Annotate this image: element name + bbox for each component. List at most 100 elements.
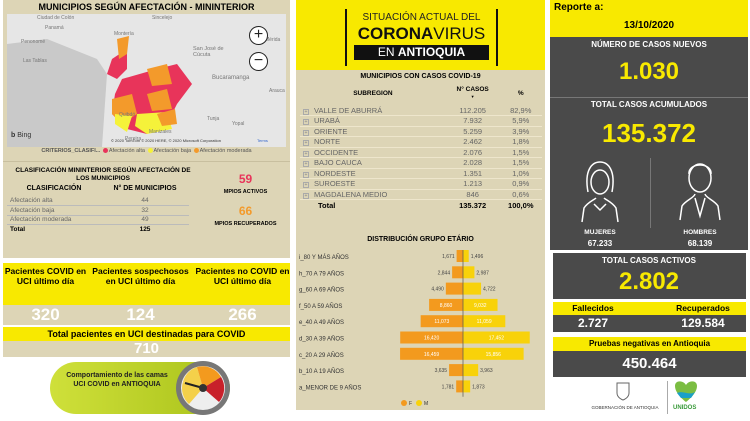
cell: Afectación alta	[7, 196, 102, 206]
category-label: b_10 A 19 AÑOS	[299, 368, 344, 375]
cell: 1,5%	[499, 157, 542, 169]
cell: Total	[10, 226, 26, 233]
data-label-male: 11,059	[477, 319, 492, 325]
map-copyright: © 2020 TomTom © 2020 HERE, © 2020 Micros…	[111, 138, 221, 143]
bing-label: Bing	[17, 132, 32, 139]
expand-icon[interactable]: +	[303, 108, 309, 115]
data-label-female: 1,781	[442, 384, 455, 390]
negative-tests-label: Pruebas negativas en Antioquia	[553, 337, 746, 351]
cell: 100,0%	[508, 200, 534, 210]
column-header-sorted[interactable]: N° CASOS ▼	[446, 84, 500, 105]
category-label: a_MENOR DE 9 AÑOS	[299, 384, 361, 391]
uci-non-covid-value: 266	[228, 305, 257, 324]
subregions-title: MUNICIPIOS CON CASOS COVID-19	[360, 73, 481, 80]
moderate-dot-icon	[193, 148, 199, 154]
cell: 112.205	[445, 105, 500, 116]
cell: + ORIENTE	[300, 126, 446, 137]
data-label-male: 2,987	[476, 270, 489, 276]
table-row: Afectación alta 44	[7, 196, 189, 206]
uci-beds-label: Comportamiento de las camas UCI COVID en…	[66, 372, 168, 388]
map-panel: MUNICIPIOS SEGÚN AFECTACIÓN - MININTERIO…	[3, 0, 290, 258]
map-label: San José de Cúcuta	[193, 46, 224, 58]
bar-female	[400, 347, 463, 360]
uci-suspected-value: 124	[126, 305, 155, 324]
data-label-female: 16,459	[424, 352, 440, 358]
bar-male	[463, 266, 475, 279]
expand-icon[interactable]: +	[303, 119, 309, 126]
category-label: d_30 A 39 AÑOS	[299, 336, 344, 343]
table-row[interactable]: + BAJO CAUCA 2.028 1,5%	[300, 157, 542, 169]
map-label: Quibdó	[119, 112, 136, 118]
data-label-female: 11,073	[434, 319, 449, 325]
category-label: i_80 Y MÁS AÑOS	[299, 254, 349, 261]
men-label: HOMBRES	[683, 229, 717, 236]
zoom-out-button[interactable]: −	[249, 52, 268, 71]
bar-male	[463, 380, 471, 393]
cell: 5.259	[445, 126, 500, 137]
category-label: e_40 A 49 AÑOS	[299, 319, 344, 326]
data-label-male: 17,452	[489, 336, 505, 342]
data-label-female: 8,860	[440, 303, 453, 309]
uci-suspected-header: Pacientes sospechosos en UCI último día	[92, 266, 189, 286]
women-label: MUJERES	[584, 229, 616, 236]
cell: 5,9%	[499, 115, 542, 127]
antioquia-coat-of-arms-icon	[616, 382, 630, 401]
table-row[interactable]: + NORTE 2.462 1,8%	[300, 136, 542, 148]
title-virus: VIRUS	[433, 24, 486, 43]
expand-icon[interactable]: +	[303, 192, 309, 199]
active-municipalities-value: 59	[238, 172, 253, 186]
deaths-value: 2.727	[577, 316, 609, 330]
data-label-female: 3,635	[435, 368, 448, 374]
cell: 1,0%	[499, 168, 542, 179]
expand-icon[interactable]: +	[303, 161, 309, 168]
terms-link[interactable]: Terms	[257, 138, 268, 143]
cell: 0,6%	[499, 189, 542, 200]
category-label: c_20 A 29 AÑOS	[299, 352, 344, 359]
title-antioquia: ANTIOQUIA	[397, 45, 466, 59]
bar-female	[452, 266, 463, 279]
cell: 2.076	[445, 147, 500, 158]
table-row[interactable]: + URABÁ 7.932 5,9%	[300, 115, 542, 127]
uci-beds-button[interactable]: Comportamiento de las camas UCI COVID en…	[50, 361, 230, 415]
bar-female	[456, 250, 463, 262]
table-row[interactable]: + OCCIDENTE 2.076 1,5%	[300, 147, 542, 158]
expand-icon[interactable]: +	[303, 182, 309, 189]
table-row[interactable]: + NORDESTE 1.351 1,0%	[300, 168, 542, 179]
map-label: Manizales	[149, 129, 172, 135]
data-label-female: 4,490	[431, 287, 444, 293]
recovered-label: Recuperados	[676, 303, 730, 313]
bing-logo-icon: b	[11, 132, 18, 139]
map-label: Yopal	[232, 121, 245, 127]
map[interactable]: Ciudad de Colón Panamá Penonomé Las Tabl…	[7, 14, 286, 147]
cell: Total	[318, 200, 336, 210]
high-dot-icon	[102, 148, 108, 154]
category-label: h_70 A 79 AÑOS	[299, 270, 344, 277]
column-header: %	[517, 89, 524, 97]
cell: + BAJO CAUCA	[300, 157, 446, 169]
uci-non-covid-header: Pacientes no COVID en UCI último día	[195, 266, 290, 286]
zoom-in-button[interactable]: +	[249, 26, 268, 45]
table-row[interactable]: + MAGDALENA MEDIO 846 0,6%	[300, 189, 542, 200]
cell: + NORDESTE	[300, 168, 446, 179]
column-header: CLASIFICACIÓN	[26, 185, 82, 192]
bar-female	[420, 315, 463, 328]
cell: 135.372	[459, 200, 487, 210]
bar-female	[429, 298, 463, 311]
expand-icon[interactable]: +	[303, 140, 309, 147]
column-header: SUBREGION	[353, 89, 393, 97]
man-icon	[679, 163, 721, 221]
column-header-label: N° CASOS	[456, 86, 489, 93]
cell: Afectación baja	[7, 205, 102, 216]
expand-icon[interactable]: +	[303, 129, 309, 136]
cell: 82,9%	[499, 105, 542, 116]
title-line1: SITUACIÓN ACTUAL DEL	[362, 12, 481, 23]
data-label-male: 4,722	[483, 287, 496, 293]
table-row[interactable]: + SUROESTE 1.213 0,9%	[300, 178, 542, 190]
expand-icon[interactable]: +	[303, 171, 309, 178]
table-row[interactable]: + VALLE DE ABURRÁ 112.205 82,9%	[300, 105, 542, 116]
expand-icon[interactable]: +	[303, 150, 309, 157]
table-row[interactable]: + ORIENTE 5.259 3,9%	[300, 126, 542, 137]
active-cases-label: TOTAL CASOS ACTIVOS	[602, 256, 696, 265]
sort-desc-icon: ▼	[470, 94, 475, 99]
cell: 2.028	[445, 157, 500, 169]
